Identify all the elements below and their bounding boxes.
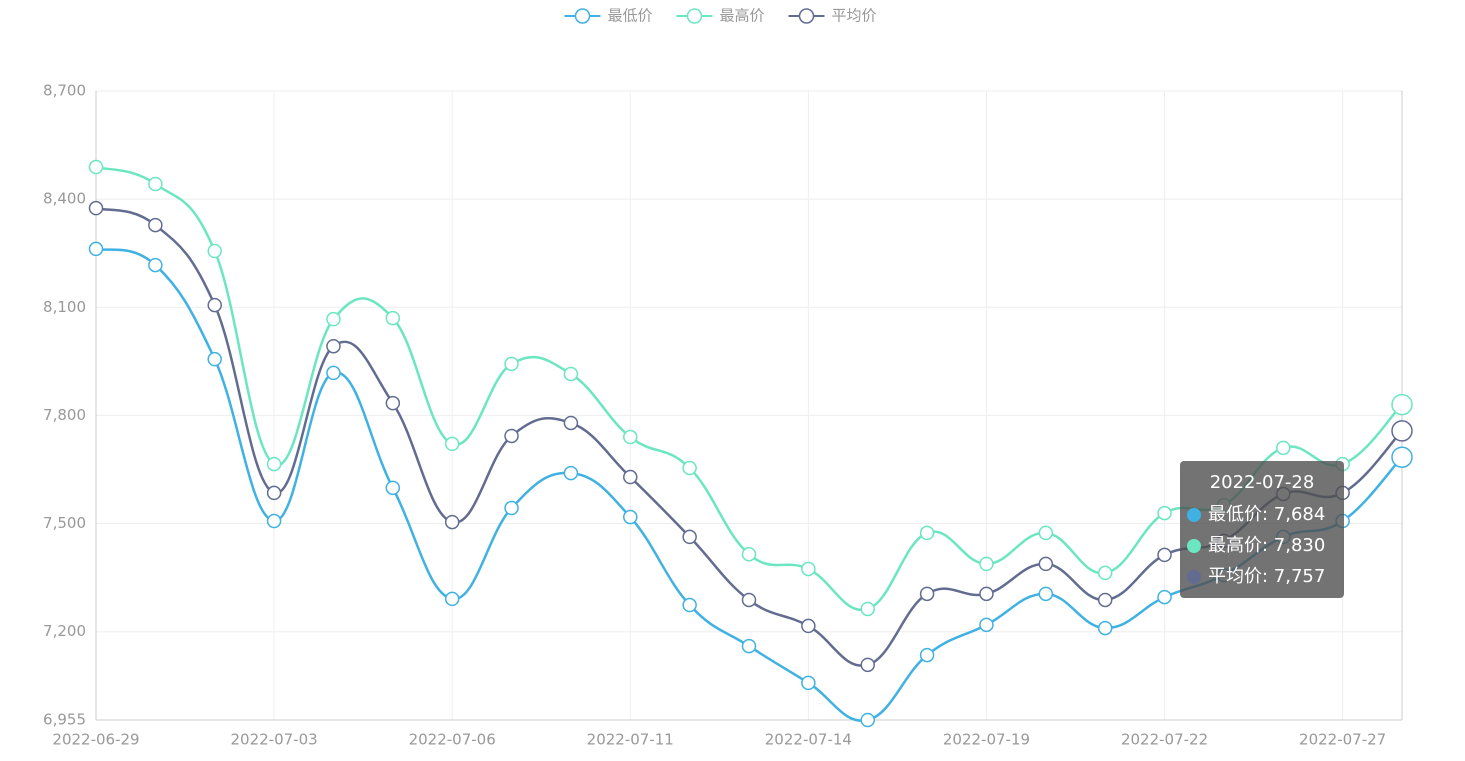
point: [1157, 589, 1172, 605]
y-tick-label: 8,400: [43, 190, 86, 208]
legend-label: 最低价: [608, 7, 653, 25]
point: [385, 310, 401, 326]
tooltip-item: 平均价: 7,757: [1208, 566, 1325, 587]
point: [207, 243, 222, 259]
point: [504, 428, 519, 444]
legend-marker: [686, 8, 703, 24]
point: [682, 597, 697, 613]
y-tick-label: 6,955: [43, 711, 86, 729]
point: [1038, 525, 1054, 541]
point: [148, 176, 163, 192]
point: [682, 460, 697, 476]
point: [266, 456, 282, 472]
tooltip-dot: [1187, 570, 1201, 584]
point: [504, 500, 519, 516]
x-tick-label: 2022-07-22: [1121, 731, 1208, 749]
tooltip-box: [1180, 461, 1344, 598]
point: [1276, 440, 1291, 456]
point: [801, 618, 816, 634]
y-tick-label: 8,700: [43, 82, 86, 100]
point: [563, 415, 579, 431]
point: [563, 465, 579, 481]
point: [801, 675, 816, 691]
point: [860, 657, 875, 673]
point: [444, 591, 460, 607]
x-tick-label: 2022-06-29: [52, 731, 139, 749]
point: [623, 429, 638, 445]
y-tick-label: 7,200: [43, 622, 86, 640]
point: [385, 395, 401, 411]
x-tick-label: 2022-07-27: [1299, 731, 1386, 749]
point: [741, 638, 757, 654]
point: [207, 351, 222, 367]
point: [148, 257, 163, 273]
point: [1391, 393, 1413, 416]
y-tick-label: 7,500: [43, 514, 86, 532]
point: [919, 525, 935, 541]
tooltip-dot: [1187, 508, 1201, 522]
point: [1157, 547, 1172, 563]
point: [919, 586, 935, 602]
point: [741, 592, 757, 608]
point: [444, 514, 460, 530]
point: [682, 529, 697, 545]
x-tick-label: 2022-07-06: [409, 731, 496, 749]
point: [979, 617, 994, 633]
tooltip-item: 最低价: 7,684: [1208, 504, 1325, 525]
point: [623, 509, 638, 525]
point: [860, 712, 875, 728]
point: [1157, 505, 1172, 521]
x-tick-label: 2022-07-14: [765, 731, 852, 749]
x-tick-label: 2022-07-03: [230, 731, 317, 749]
tooltip-dot: [1187, 539, 1201, 553]
point: [88, 241, 104, 257]
tooltip: 2022-07-28 最低价: 7,684 最高价: 7,830 平均价: 7,757: [1180, 461, 1344, 598]
point: [1391, 446, 1413, 468]
point: [266, 485, 282, 501]
point: [563, 366, 579, 382]
point: [88, 159, 104, 175]
point: [1038, 556, 1054, 572]
point: [326, 311, 341, 327]
point: [444, 436, 460, 452]
x-tick-label: 2022-07-11: [587, 731, 674, 749]
legend-label: 平均价: [832, 7, 877, 25]
point: [1038, 586, 1054, 602]
point: [207, 297, 222, 313]
point: [623, 469, 638, 485]
point: [326, 338, 341, 354]
x-tick-label: 2022-07-19: [943, 731, 1030, 749]
point: [1097, 620, 1113, 636]
legend-label: 最高价: [720, 7, 765, 25]
legend-marker: [574, 8, 591, 24]
point: [860, 601, 875, 617]
point: [1097, 565, 1113, 581]
legend-marker: [798, 8, 815, 24]
point: [385, 480, 401, 496]
tooltip-item: 最高价: 7,830: [1208, 535, 1325, 556]
point: [919, 647, 935, 663]
point: [741, 546, 757, 562]
point: [801, 561, 816, 577]
point: [979, 586, 994, 602]
y-tick-label: 7,800: [43, 406, 86, 424]
point: [326, 365, 341, 381]
y-tick-label: 8,100: [43, 298, 86, 316]
point: [504, 356, 519, 372]
point: [1391, 420, 1413, 442]
point: [266, 513, 282, 529]
point: [148, 217, 163, 233]
point: [88, 200, 104, 216]
tooltip-title: 2022-07-28: [1210, 472, 1315, 493]
point: [979, 556, 994, 572]
point: [1097, 592, 1113, 608]
